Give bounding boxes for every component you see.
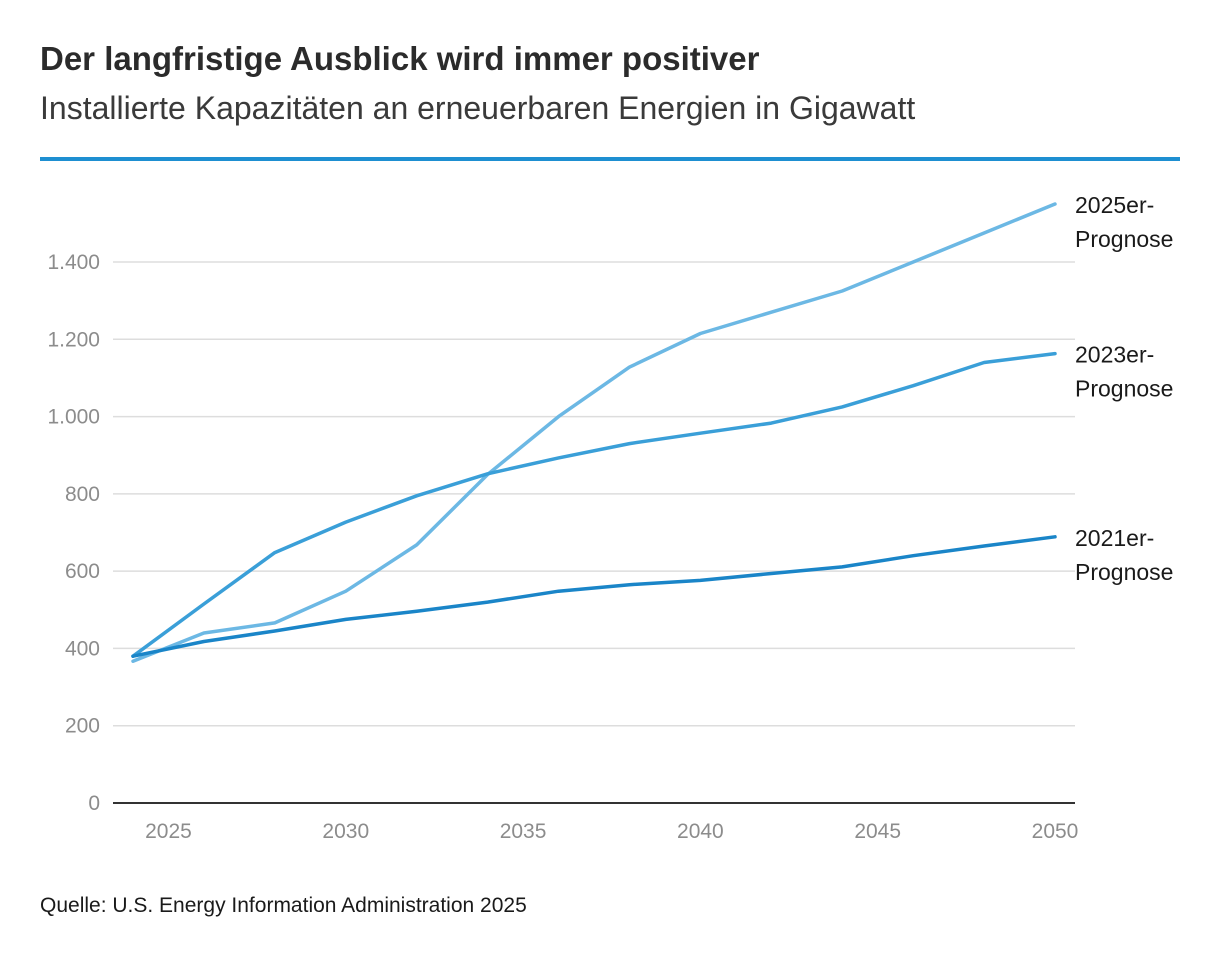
y-tick-label: 200 <box>65 715 100 738</box>
x-tick-label: 2025 <box>145 820 192 843</box>
series-label-2023er-prognose: 2023er- <box>1075 342 1154 368</box>
y-tick-label: 0 <box>88 792 100 815</box>
y-tick-label: 600 <box>65 560 100 583</box>
x-axis-ticks: 2025 2030 2035 2040 2045 2050 <box>145 820 1078 843</box>
y-tick-label: 400 <box>65 637 100 660</box>
series-label-2025er-prognose: Prognose <box>1075 226 1173 252</box>
x-tick-label: 2045 <box>854 820 901 843</box>
series-label-2025er-prognose: 2025er- <box>1075 192 1154 218</box>
source-note: Quelle: U.S. Energy Information Administ… <box>40 894 527 917</box>
y-tick-label: 1.000 <box>47 406 100 429</box>
series-label-2021er-prognose: 2021er- <box>1075 525 1154 551</box>
chart-subtitle: Installierte Kapazitäten an erneuerbaren… <box>40 90 916 126</box>
series-labels: 2025er- Prognose 2023er- Prognose 2021er- Pro… <box>1075 192 1173 585</box>
series-label-2021er-prognose: Prognose <box>1075 559 1173 585</box>
y-tick-label: 1.200 <box>47 328 100 351</box>
x-tick-label: 2050 <box>1032 820 1079 843</box>
y-axis-ticks: 0 200 400 600 800 1.000 1.200 1.400 <box>47 251 100 815</box>
series-label-2023er-prognose: Prognose <box>1075 376 1173 402</box>
x-tick-label: 2030 <box>322 820 369 843</box>
grid-lines <box>113 261 1075 804</box>
x-tick-label: 2040 <box>677 820 724 843</box>
title-divider <box>40 157 1180 161</box>
series-line-2023er-prognose <box>131 351 1057 658</box>
y-tick-label: 800 <box>65 483 100 506</box>
x-tick-label: 2035 <box>500 820 547 843</box>
chart-title: Der langfristige Ausblick wird immer pos… <box>40 40 760 77</box>
y-tick-label: 1.400 <box>47 251 100 274</box>
series-lines <box>131 202 1057 663</box>
series-line-2025er-prognose <box>131 202 1057 663</box>
series-line-2021er-prognose <box>131 535 1057 658</box>
